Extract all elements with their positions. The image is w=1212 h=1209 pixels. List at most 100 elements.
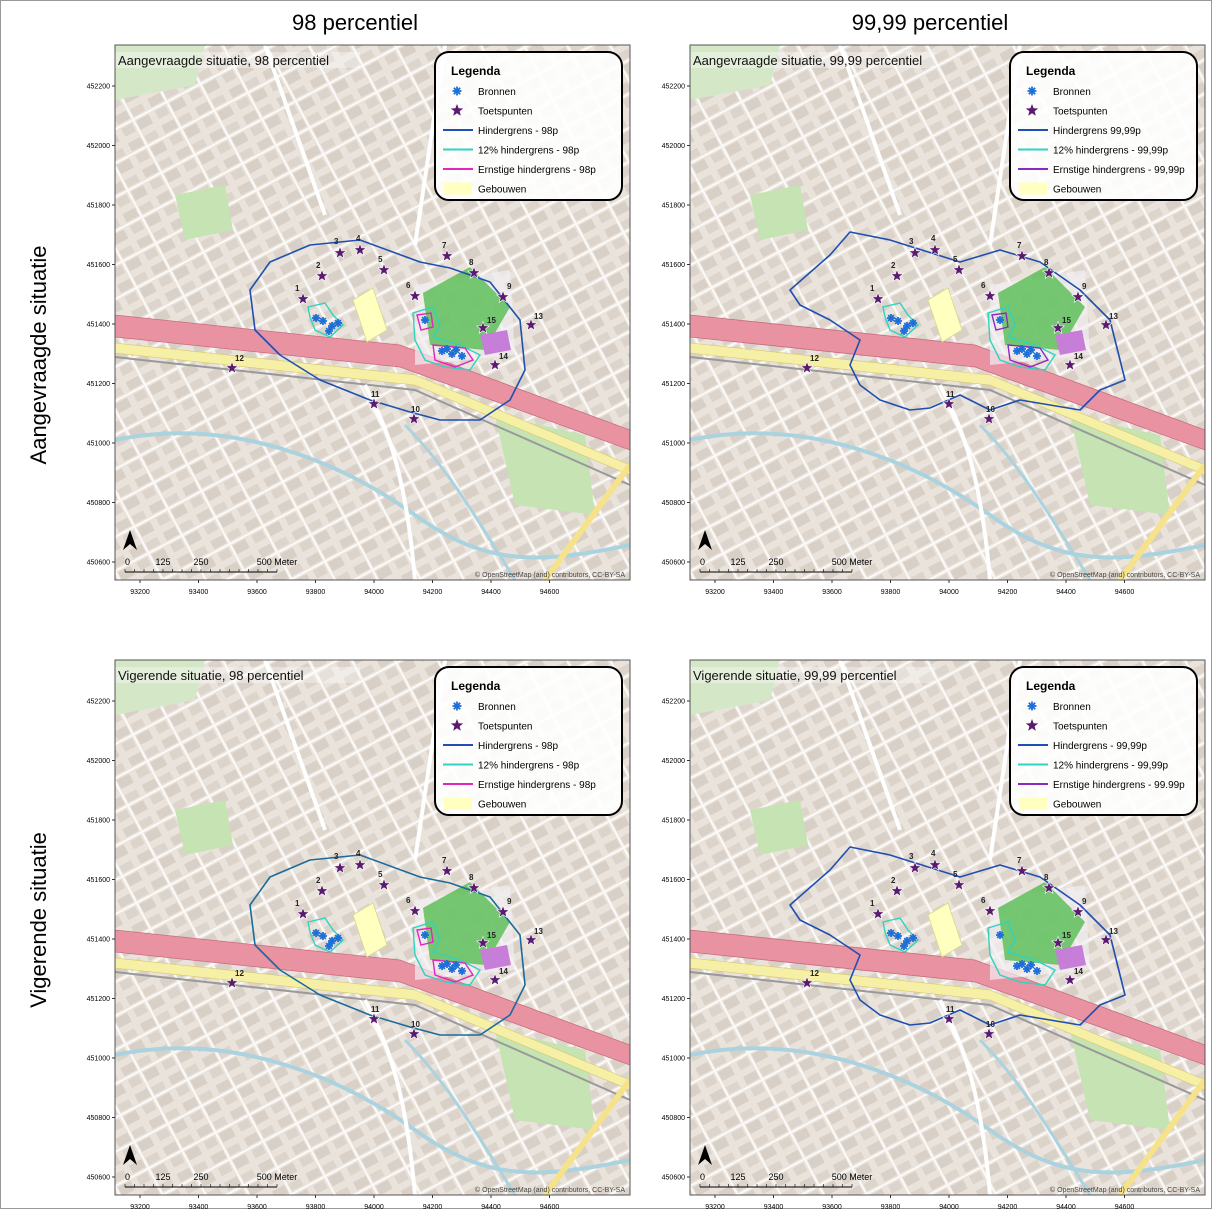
x-tick-label: 93200: [705, 1204, 725, 1209]
x-tick-label: 93400: [189, 589, 209, 596]
scale-label: 125: [730, 557, 745, 567]
y-tick-label: 452000: [662, 758, 685, 765]
y-tick-label: 451000: [87, 1056, 110, 1063]
receptor-label: 1: [295, 284, 300, 293]
y-tick-label: 450800: [662, 500, 685, 507]
legend-item: Gebouwen: [1053, 185, 1101, 196]
legend-item: 12% hindergrens - 99,99p: [1053, 146, 1169, 157]
receptor-label: 10: [411, 1020, 420, 1029]
column-header: 99,99 percentiel: [852, 10, 1009, 35]
receptor-label: 9: [507, 897, 512, 906]
y-tick-label: 451000: [662, 441, 685, 448]
receptor-label: 12: [235, 969, 244, 978]
source-marker: [328, 322, 336, 330]
x-tick-label: 93200: [130, 1204, 150, 1209]
legend-item: 12% hindergrens - 98p: [478, 146, 580, 157]
legend-building-symbol: [444, 798, 472, 810]
attribution: © OpenStreetMap (and) contributors, CC-B…: [1050, 571, 1200, 579]
source-marker: [996, 316, 1004, 324]
source-marker: [443, 960, 451, 968]
receptor-label: 12: [810, 354, 819, 363]
receptor-label: 7: [442, 241, 447, 250]
y-tick-label: 452000: [87, 758, 110, 765]
receptor-label: 5: [953, 255, 958, 264]
y-tick-label: 451800: [87, 203, 110, 210]
receptor-label: 13: [1109, 312, 1118, 321]
receptor-label: 6: [981, 281, 986, 290]
scale-label: 250: [193, 557, 208, 567]
receptor-label: 2: [316, 876, 321, 885]
receptor-label: 8: [1044, 873, 1049, 882]
y-tick-label: 451400: [87, 937, 110, 944]
receptor-label: 15: [1062, 931, 1071, 940]
x-tick-label: 94000: [939, 589, 959, 596]
y-tick-label: 451600: [87, 262, 110, 269]
column-header: 98 percentiel: [292, 10, 418, 35]
source-marker: [1033, 967, 1041, 975]
source-marker: [1033, 352, 1041, 360]
scale-label: 500 Meter: [832, 1172, 873, 1182]
source-marker: [452, 961, 460, 969]
x-tick-label: 93200: [130, 589, 150, 596]
receptor-label: 13: [534, 927, 543, 936]
receptor-label: 1: [870, 899, 875, 908]
receptor-label: 5: [378, 255, 383, 264]
x-tick-label: 94600: [1115, 589, 1135, 596]
scale-label: 0: [125, 1172, 130, 1182]
x-tick-label: 94200: [998, 589, 1018, 596]
y-tick-label: 451600: [87, 877, 110, 884]
x-tick-label: 94400: [1056, 589, 1076, 596]
receptor-label: 5: [953, 870, 958, 879]
scale-label: 500 Meter: [257, 557, 298, 567]
x-tick-label: 93800: [306, 589, 326, 596]
panel-title: Aangevraagde situatie, 99,99 percentiel: [693, 53, 922, 68]
y-tick-label: 450600: [87, 1175, 110, 1182]
scale-label: 125: [155, 557, 170, 567]
receptor-label: 13: [534, 312, 543, 321]
receptor-label: 4: [931, 234, 936, 243]
source-marker: [443, 345, 451, 353]
x-tick-label: 93600: [247, 589, 267, 596]
x-tick-label: 94000: [364, 1204, 384, 1209]
legend-item: Bronnen: [1053, 87, 1091, 98]
y-tick-label: 451200: [87, 381, 110, 388]
legend-item: Hindergrens - 99,99p: [1053, 741, 1147, 752]
x-tick-label: 94400: [481, 1204, 501, 1209]
receptor-label: 6: [406, 896, 411, 905]
y-tick-label: 452000: [662, 143, 685, 150]
map: 123456789101112131415Vigerende situatie,…: [115, 660, 630, 1195]
x-tick-label: 94600: [1115, 1204, 1135, 1209]
receptor-label: 14: [1074, 352, 1083, 361]
x-tick-label: 93400: [764, 1204, 784, 1209]
y-tick-label: 451800: [662, 203, 685, 210]
y-tick-label: 450800: [662, 1115, 685, 1122]
legend-item: Hindergrens - 98p: [478, 126, 558, 137]
receptor-label: 9: [507, 282, 512, 291]
receptor-label: 13: [1109, 927, 1118, 936]
page: 98 percentiel 99,99 percentiel Aangevraa…: [0, 0, 1212, 1209]
legend-item: Hindergrens - 98p: [478, 741, 558, 752]
y-tick-label: 451400: [87, 322, 110, 329]
x-tick-label: 93800: [306, 1204, 326, 1209]
x-tick-label: 94200: [423, 589, 443, 596]
source-marker: [319, 317, 327, 325]
legend-title: Legenda: [1026, 64, 1076, 78]
legend-item: Ernstige hindergrens - 99.99p: [1053, 780, 1185, 791]
source-marker: [1018, 960, 1026, 968]
x-tick-label: 93600: [247, 1204, 267, 1209]
x-tick-label: 93400: [189, 1204, 209, 1209]
y-tick-label: 451600: [662, 877, 685, 884]
map-panel: 123456789101112131415Aangevraagde situat…: [662, 45, 1205, 596]
legend: LegendaBronnenToetspuntenHindergrens - 9…: [1010, 667, 1197, 815]
x-tick-label: 94200: [998, 1204, 1018, 1209]
receptor-label: 15: [487, 931, 496, 940]
panel-title: Vigerende situatie, 98 percentiel: [118, 668, 304, 683]
receptor-label: 9: [1082, 897, 1087, 906]
legend-item: Gebouwen: [478, 185, 526, 196]
legend-title: Legenda: [451, 64, 501, 78]
receptor-label: 3: [909, 852, 914, 861]
legend-item: Ernstige hindergrens - 99,99p: [1053, 165, 1185, 176]
scale-label: 250: [768, 1172, 783, 1182]
legend-item: Gebouwen: [1053, 800, 1101, 811]
